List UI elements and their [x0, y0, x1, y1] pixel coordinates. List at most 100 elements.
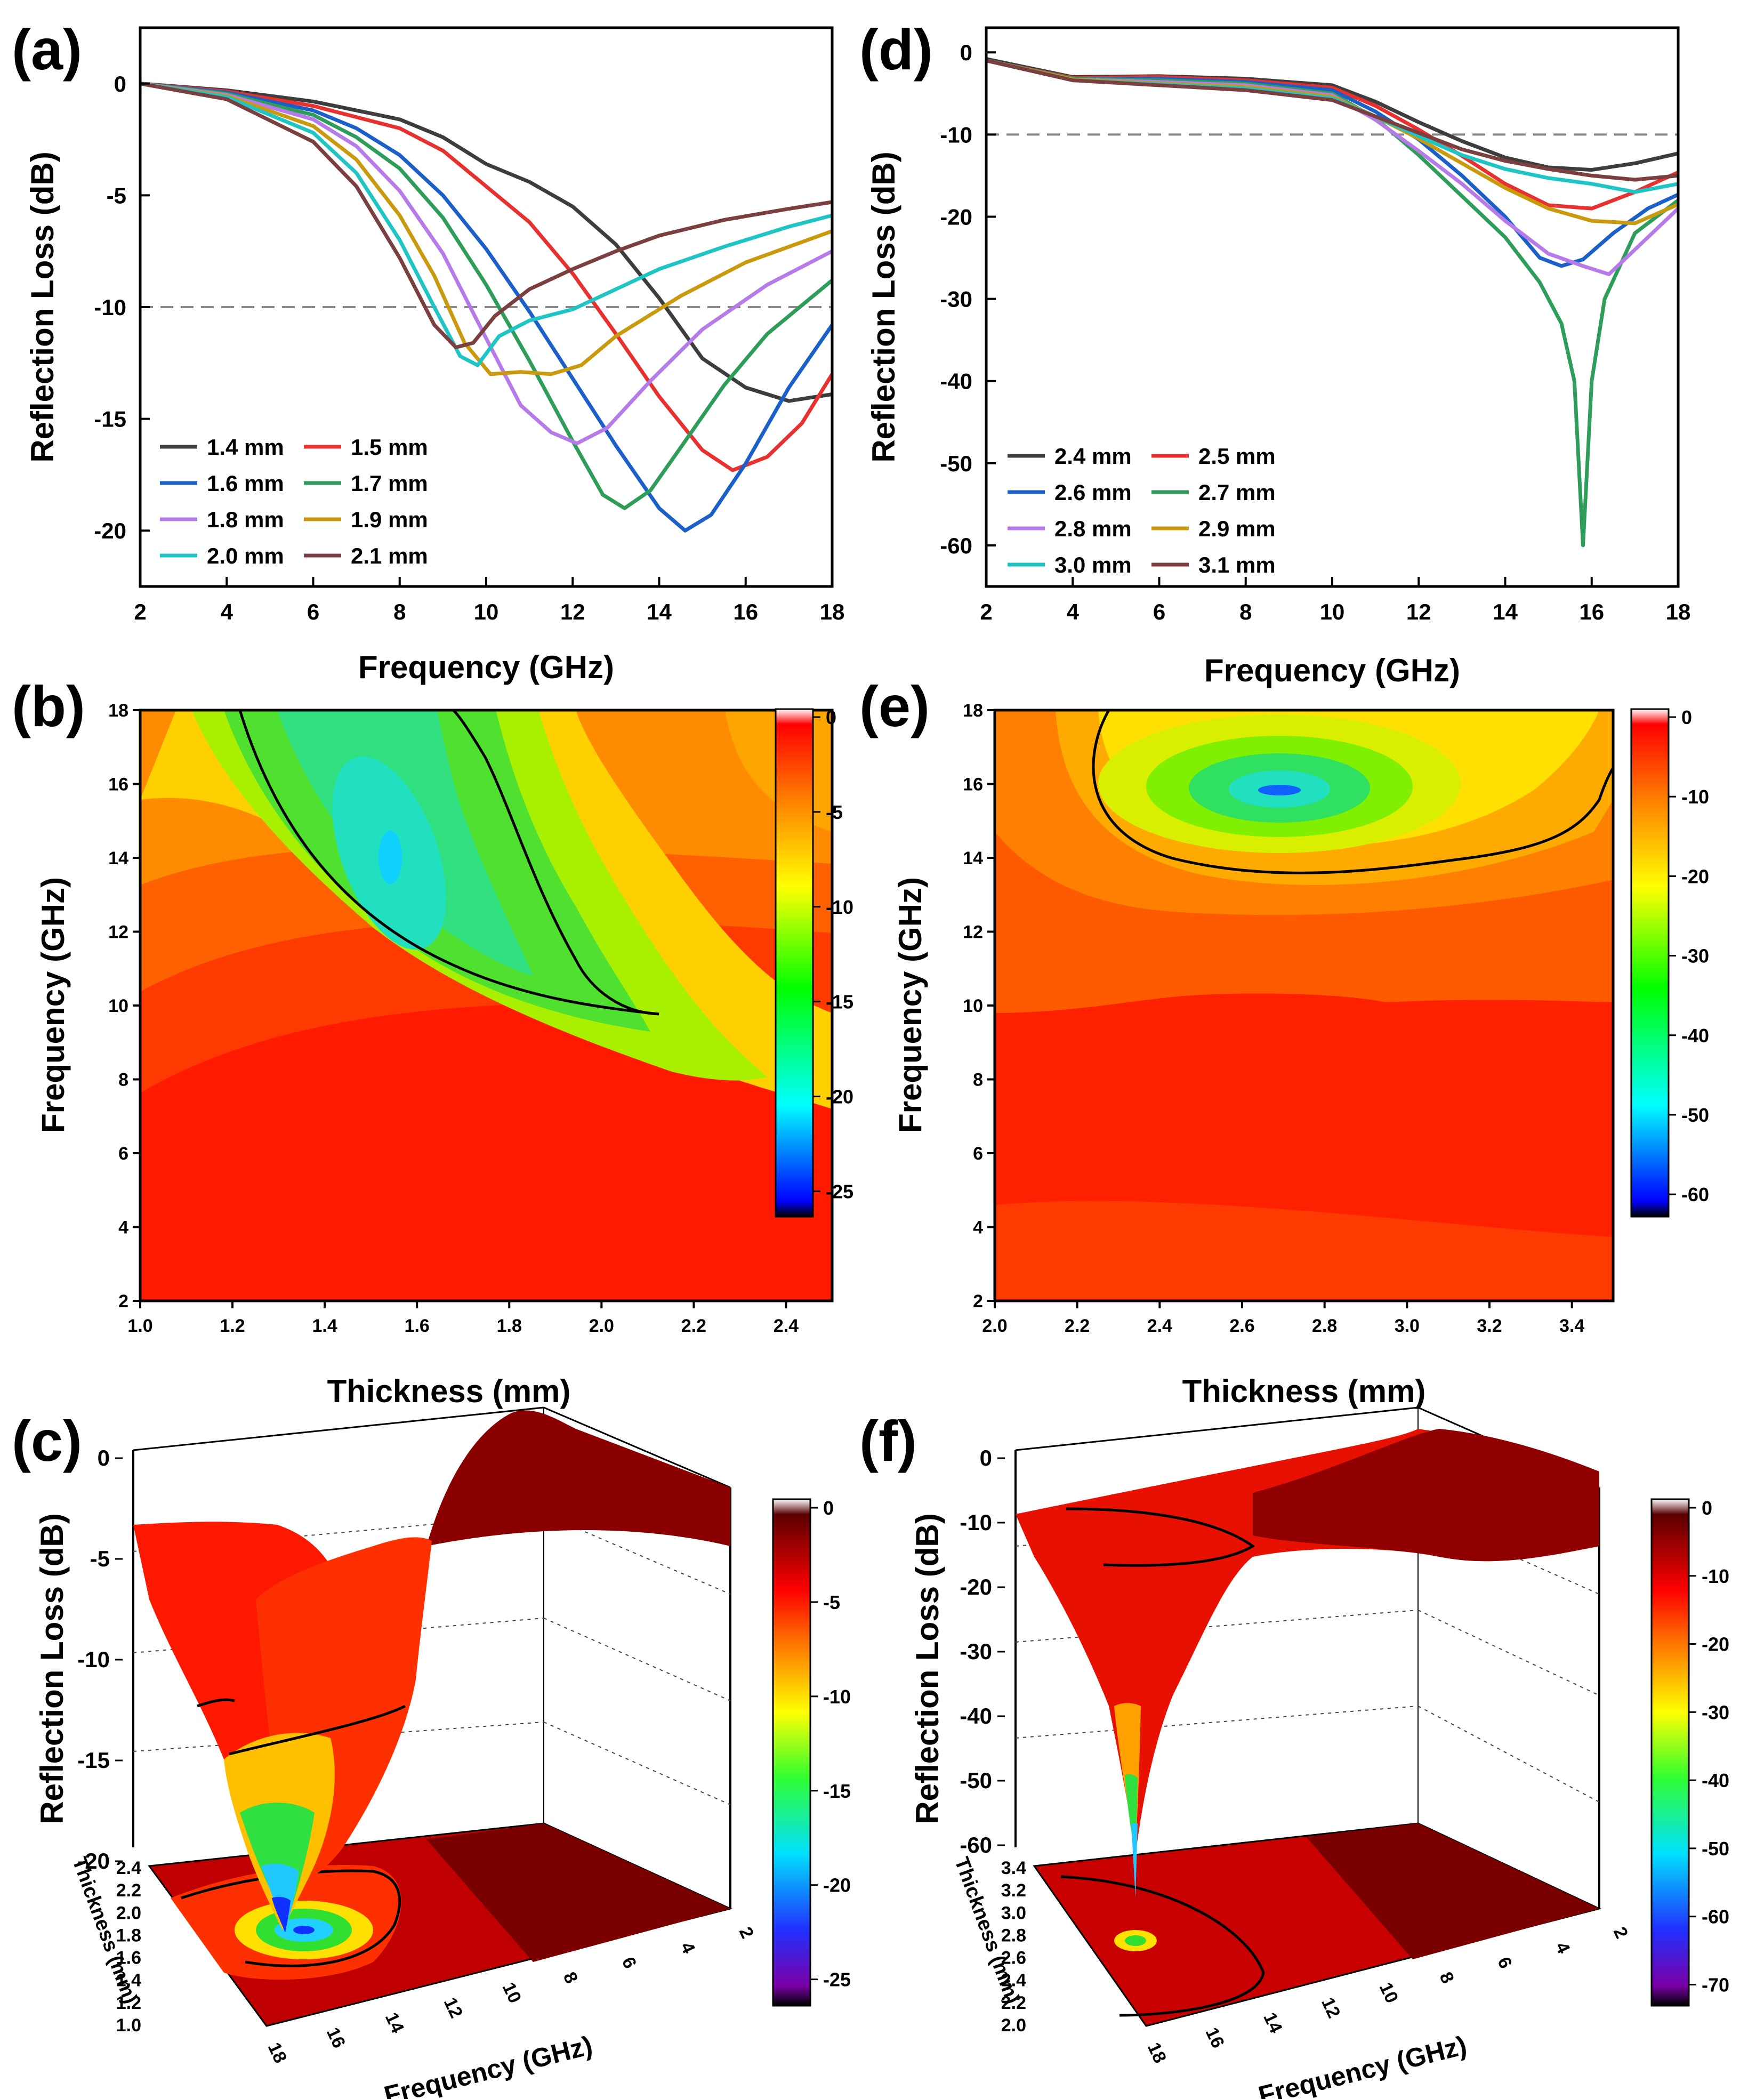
f-z-tick-label: 0 — [980, 1445, 992, 1470]
panel-f-floor-dark — [1306, 1823, 1599, 1959]
panel-label-f: (f) — [859, 1409, 917, 1473]
a-series-line-0 — [140, 82, 833, 403]
panel-b-heatmap — [140, 710, 832, 1301]
f-thickness-tick-label: 2.0 — [1001, 2015, 1026, 2036]
f-z-tick-label: -60 — [960, 1832, 992, 1857]
a-x-tick-label: 16 — [733, 599, 758, 624]
b-x-tick-label: 2.2 — [681, 1316, 706, 1336]
c-frequency-tick-label: 16 — [323, 2024, 349, 2051]
d-series-line-7 — [986, 59, 1679, 182]
b-colorbar-tick-label: -10 — [826, 896, 853, 918]
e-y-tick-label: 4 — [973, 1218, 983, 1238]
b-colorbar-tick-label: -15 — [826, 991, 853, 1013]
panel-f-colorbar — [1650, 1498, 1690, 2007]
f-z-tick-label: -40 — [960, 1703, 992, 1728]
c-colorbar-tick-label: -15 — [823, 1780, 851, 1802]
panel-d-x-axis-label: Frequency (GHz) — [1204, 653, 1460, 688]
panel-f-thickness-ticks: 2.02.22.4 2.6 2.83.03.23.4 — [1001, 1858, 1026, 2036]
b-colorbar-tick-label: -25 — [826, 1180, 853, 1202]
panel-f-colorbar-ticks: 0 -10 -20 -30 -40 -50 -60 -70 — [1689, 1497, 1729, 1996]
a-legend-entry: 1.8 mm — [207, 507, 284, 532]
panel-label-d: (d) — [859, 17, 933, 82]
c-thickness-tick-label: 2.2 — [116, 1880, 141, 1901]
e-colorbar-tick-label: -60 — [1681, 1184, 1709, 1205]
f-z-tick-label: -50 — [960, 1768, 992, 1793]
e-x-tick-label: 2.0 — [982, 1316, 1007, 1336]
c-thickness-tick-label: 1.0 — [116, 2015, 141, 2036]
e-y-tick-label: 16 — [963, 775, 983, 795]
e-x-tick-label: 2.4 — [1147, 1316, 1172, 1336]
f-z-tick-label: -10 — [960, 1510, 992, 1535]
b-colorbar-tick-label: -20 — [826, 1086, 853, 1108]
a-x-tick-label: 6 — [307, 599, 319, 624]
c-frequency-tick-label: 10 — [498, 1980, 525, 2006]
d-series-line-3 — [986, 59, 1680, 548]
d-x-tick-label: 8 — [1239, 599, 1252, 624]
f-colorbar-tick-label: -10 — [1702, 1565, 1729, 1587]
a-series-line-2 — [140, 82, 834, 533]
d-y-tick-label: -50 — [940, 451, 972, 476]
panel-f-z-axis-label: Reflection Loss (dB) — [909, 1513, 945, 1824]
f-thickness-tick-label: 3.0 — [1001, 1903, 1026, 1923]
panel-b-y-ticks: 2 4 6 8 10 12 14 16 18 — [108, 701, 140, 1312]
a-legend-entry: 1.7 mm — [351, 471, 428, 496]
a-legend-entry: 2.0 mm — [207, 543, 284, 568]
d-legend-entry: 3.0 mm — [1054, 552, 1132, 577]
d-x-tick-label: 12 — [1406, 599, 1431, 624]
a-legend-entry: 2.1 mm — [351, 543, 428, 568]
d-x-tick-label: 14 — [1493, 599, 1518, 624]
f-frequency-tick-label: 18 — [1143, 2039, 1170, 2066]
f-frequency-tick-label: 14 — [1259, 2009, 1286, 2036]
panel-c-frequency-axis-label: Frequency (GHz) — [381, 2030, 595, 2099]
b-x-tick-label: 1.6 — [405, 1316, 430, 1336]
f-colorbar-tick-label: -70 — [1702, 1974, 1729, 1996]
c-colorbar-tick-label: -10 — [823, 1686, 851, 1708]
e-y-tick-label: 6 — [973, 1144, 983, 1164]
d-x-tick-label: 6 — [1153, 599, 1165, 624]
f-colorbar-tick-label: -60 — [1702, 1906, 1729, 1928]
a-y-tick-label: -10 — [94, 295, 126, 320]
a-series-line-7 — [140, 82, 833, 349]
a-x-tick-label: 10 — [474, 599, 499, 624]
e-colorbar-tick-label: -50 — [1681, 1104, 1709, 1126]
d-x-tick-label: 4 — [1067, 599, 1080, 624]
b-y-tick-label: 4 — [118, 1218, 128, 1238]
a-x-tick-label: 4 — [221, 599, 233, 624]
d-x-tick-label: 16 — [1579, 599, 1604, 624]
e-x-tick-label: 3.4 — [1559, 1316, 1584, 1336]
a-legend-entry: 1.6 mm — [207, 471, 284, 496]
panel-e-y-ticks: 2 4 6 8 10 12 14 16 18 — [963, 701, 995, 1312]
e-x-tick-label: 2.2 — [1065, 1316, 1090, 1336]
f-colorbar-tick-label: -40 — [1702, 1770, 1729, 1791]
b-x-tick-label: 2.0 — [589, 1316, 614, 1336]
c-thickness-tick-label: 1.6 — [116, 1948, 141, 1968]
panel-label-c: (c) — [12, 1409, 82, 1473]
d-legend-entry: 2.8 mm — [1054, 516, 1132, 541]
c-frequency-tick-label: 14 — [381, 2009, 408, 2036]
d-y-tick-label: -10 — [940, 122, 972, 147]
d-x-tick-label: 18 — [1666, 599, 1691, 624]
panel-c-floor-dark — [426, 1823, 730, 1962]
panel-label-b: (b) — [12, 674, 85, 738]
a-series-line-3 — [140, 82, 834, 510]
a-y-tick-label: 0 — [114, 71, 126, 96]
panel-a-y-ticks: 0 -5 -10 -15 -20 — [94, 71, 150, 543]
c-frequency-tick-label: 6 — [618, 1954, 640, 1972]
d-legend-entry: 2.9 mm — [1198, 516, 1276, 541]
d-legend-entry: 2.4 mm — [1054, 444, 1132, 469]
c-frequency-tick-label: 4 — [676, 1939, 699, 1957]
d-legend-entry: 2.7 mm — [1198, 480, 1276, 505]
b-y-tick-label: 2 — [118, 1291, 128, 1312]
f-z-tick-label: -20 — [960, 1574, 992, 1599]
f-colorbar-tick-label: -50 — [1702, 1838, 1729, 1860]
panel-e-heatmap — [995, 710, 1613, 1301]
b-y-tick-label: 8 — [118, 1070, 128, 1090]
panel-f-frequency-axis-label: Frequency (GHz) — [1255, 2030, 1470, 2099]
c-thickness-tick-label: 1.2 — [116, 1993, 141, 2013]
f-frequency-tick-label: 8 — [1436, 1969, 1458, 1987]
panel-d: (d) 2 4 6 8 10 12 14 16 18 0 -10 -20 -30 -40 -50 -60 F… — [859, 17, 1690, 688]
f-colorbar-tick-label: -30 — [1702, 1701, 1729, 1723]
panel-c-colorbar-ticks: 0 -5 -10 -15 -20 -25 — [810, 1497, 851, 1991]
panel-d-y-axis-label: Reflection Loss (dB) — [866, 151, 901, 462]
f-thickness-tick-label: 2.8 — [1001, 1925, 1026, 1945]
